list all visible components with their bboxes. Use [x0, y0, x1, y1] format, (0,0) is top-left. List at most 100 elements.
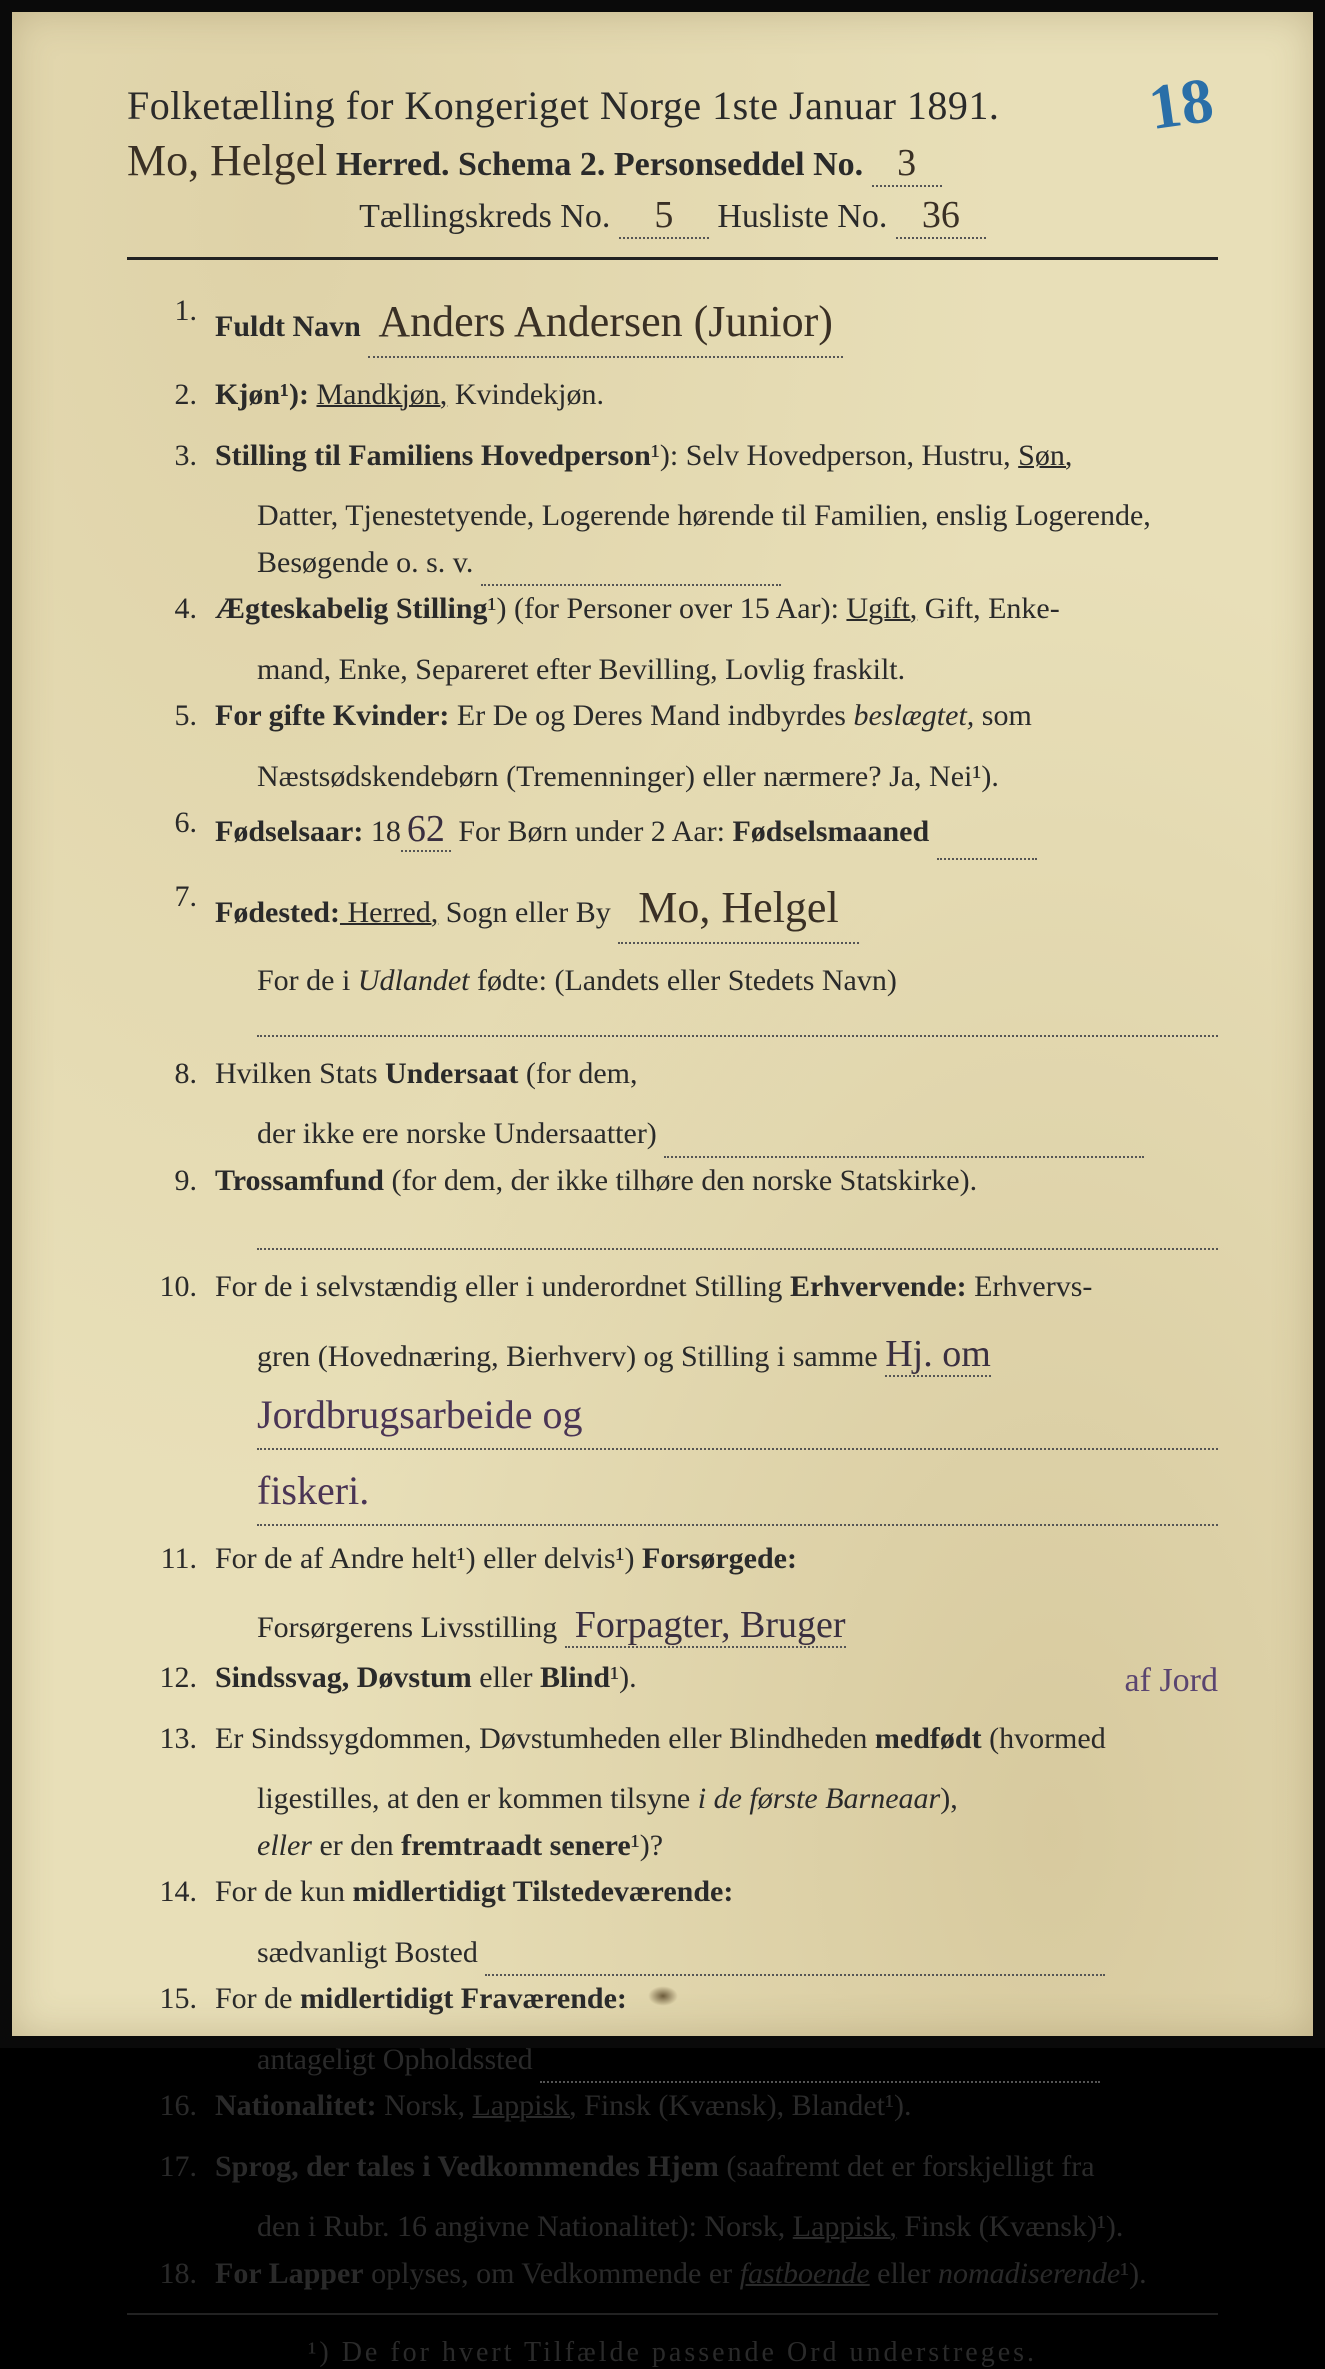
field-label: Fødselsaar: — [215, 815, 363, 848]
text: Gift, Enke- — [917, 592, 1059, 625]
item-8: 8. Hvilken Stats Undersaat (for dem, — [127, 1051, 1218, 1098]
occupation-line2: fiskeri. — [257, 1460, 1218, 1526]
text: gren (Hovednæring, Bierhverv) og Stillin… — [257, 1340, 878, 1373]
item-number: 9. — [127, 1158, 215, 1205]
item-4: 4. Ægteskabelig Stilling¹) (for Personer… — [127, 586, 1218, 633]
text: er den — [312, 1829, 401, 1862]
text: For de af Andre helt¹) eller delvis¹) — [215, 1542, 642, 1575]
item-body: Ægteskabelig Stilling¹) (for Personer ov… — [215, 586, 1218, 633]
dotted-line — [257, 1218, 1218, 1250]
sup: ¹). — [1120, 2257, 1146, 2290]
item-10-cont: gren (Hovednæring, Bierhverv) og Stillin… — [127, 1325, 1218, 1384]
gender-female: Kvindekjøn. — [455, 378, 604, 411]
item-body: Fuldt Navn Anders Andersen (Junior) — [215, 288, 1218, 358]
text: Norsk, — [377, 2089, 473, 2122]
item-number: 14. — [127, 1869, 215, 1916]
field-label: Blind — [540, 1661, 610, 1694]
footnote: ¹) De for hvert Tilfælde passende Ord un… — [127, 2337, 1218, 2369]
dotted-line — [485, 1944, 1105, 1976]
item-body: Er Sindssygdommen, Døvstumheden eller Bl… — [215, 1716, 1218, 1763]
text: eller — [472, 1661, 540, 1694]
text: sædvanligt Bosted — [257, 1936, 478, 1969]
item-body: Trossamfund (for dem, der ikke tilhøre d… — [215, 1158, 1218, 1205]
item-body: For gifte Kvinder: Er De og Deres Mand i… — [215, 693, 1218, 740]
item-body: For Lapper oplyses, om Vedkommende er fa… — [215, 2251, 1218, 2298]
text: For de i — [257, 964, 358, 997]
item-body: Sprog, der tales i Vedkommendes Hjem (sa… — [215, 2144, 1218, 2191]
field-label: Fuldt Navn — [215, 310, 361, 343]
text: Finsk (Kvænsk)¹). — [897, 2210, 1124, 2243]
item-5: 5. For gifte Kvinder: Er De og Deres Man… — [127, 693, 1218, 740]
field-label: fremtraadt senere — [401, 1829, 631, 1862]
dotted-line — [540, 2051, 1100, 2083]
item-number: 6. — [127, 800, 215, 860]
text: (saafremt det er forskjelligt fra — [719, 2150, 1095, 2183]
item-number: 18. — [127, 2251, 215, 2298]
item-11: 11. For de af Andre helt¹) eller delvis¹… — [127, 1536, 1218, 1583]
item-17-cont: den i Rubr. 16 angivne Nationalitet): No… — [127, 2204, 1218, 2251]
item-12: 12. Sindssvag, Døvstum eller Blind¹). af… — [127, 1655, 1218, 1702]
item-18: 18. For Lapper oplyses, om Vedkommende e… — [127, 2251, 1218, 2298]
item-body: Fødested: Herred, Sogn eller By Mo, Helg… — [215, 874, 1218, 944]
field-label: midlertidigt Tilstedeværende: — [353, 1875, 734, 1908]
item-16: 16. Nationalitet: Norsk, Lappisk, Finsk … — [127, 2083, 1218, 2130]
field-label: Fødselsmaaned — [732, 815, 929, 848]
item-number: 7. — [127, 874, 215, 944]
birthplace-type: Herred, — [340, 896, 438, 929]
item-15-cont: antageligt Opholdssted — [127, 2037, 1218, 2084]
handwritten-note: af Jord — [1125, 1655, 1218, 1708]
birthplace-value: Mo, Helgel — [618, 874, 858, 944]
item-number: 10. — [127, 1264, 215, 1311]
text: eller — [870, 2257, 938, 2290]
census-form-page: 18 Folketælling for Kongeriget Norge 1st… — [0, 0, 1325, 2048]
husliste-label: Husliste No. — [717, 198, 887, 235]
full-name-value: Anders Andersen (Junior) — [368, 288, 843, 358]
dotted-line — [664, 1126, 1144, 1158]
form-title: Folketælling for Kongeriget Norge 1ste J… — [127, 82, 1218, 129]
form-subline: Tællingskreds No. 5 Husliste No. 36 — [127, 193, 1218, 239]
item-body: Nationalitet: Norsk, Lappisk, Finsk (Kvæ… — [215, 2083, 1218, 2130]
marital-selected: Ugift, — [846, 592, 917, 625]
residence-selected: fastboende — [740, 2257, 870, 2290]
form-subtitle: Mo, Helgel Herred. Schema 2. Personsedde… — [127, 135, 1218, 187]
text: Hvilken Stats — [215, 1057, 385, 1090]
relation-selected: Søn, — [1018, 439, 1072, 472]
paper-stain — [648, 1986, 678, 2006]
field-label: Sprog, der tales i Vedkommendes Hjem — [215, 2150, 719, 2183]
item-7-cont: For de i Udlandet fødte: (Landets eller … — [127, 958, 1218, 1005]
husliste-number: 36 — [896, 193, 986, 239]
item-8-cont: der ikke ere norske Undersaatter) — [127, 1111, 1218, 1158]
item-body: For de i selvstændig eller i underordnet… — [215, 1264, 1218, 1311]
form-header: Folketælling for Kongeriget Norge 1ste J… — [127, 82, 1218, 239]
text: (hvormed — [982, 1722, 1106, 1755]
item-number: 11. — [127, 1536, 215, 1583]
text: Erhvervs- — [967, 1270, 1093, 1303]
herred-handwritten: Mo, Helgel — [127, 135, 327, 186]
occupation-line1: Jordbrugsarbeide og — [257, 1384, 1218, 1450]
sup: ¹). — [610, 1661, 636, 1694]
text: Forsørgerens Livsstilling — [257, 1611, 557, 1644]
occupation-note: Hj. om — [885, 1333, 991, 1377]
text: (for Personer over 15 Aar): — [514, 592, 846, 625]
dotted-line — [937, 828, 1037, 860]
text: 18 — [363, 815, 401, 848]
item-5-cont: Næstsødskendebørn (Tremenninger) eller n… — [127, 754, 1218, 801]
birth-year: 62 — [401, 808, 451, 852]
text-italic: nomadiserende — [938, 2257, 1120, 2290]
item-17: 17. Sprog, der tales i Vedkommendes Hjem… — [127, 2144, 1218, 2191]
item-number: 3. — [127, 433, 215, 480]
item-number: 12. — [127, 1655, 215, 1702]
item-number: 2. — [127, 372, 215, 419]
item-13: 13. Er Sindssygdommen, Døvstumheden elle… — [127, 1716, 1218, 1763]
gender-male: Mandkjøn, — [316, 378, 447, 411]
field-label: Trossamfund — [215, 1164, 384, 1197]
text-italic: eller — [257, 1829, 312, 1862]
field-label: medfødt — [875, 1722, 982, 1755]
item-body: Fødselsaar: 1862 For Børn under 2 Aar: F… — [215, 800, 1218, 860]
field-label: Fødested: — [215, 896, 340, 929]
taellingskreds-label: Tællingskreds No. — [359, 198, 610, 235]
header-rule — [127, 257, 1218, 260]
item-body: Hvilken Stats Undersaat (for dem, — [215, 1051, 1218, 1098]
personseddel-number: 3 — [872, 141, 942, 187]
item-4-cont: mand, Enke, Separeret efter Bevilling, L… — [127, 647, 1218, 694]
